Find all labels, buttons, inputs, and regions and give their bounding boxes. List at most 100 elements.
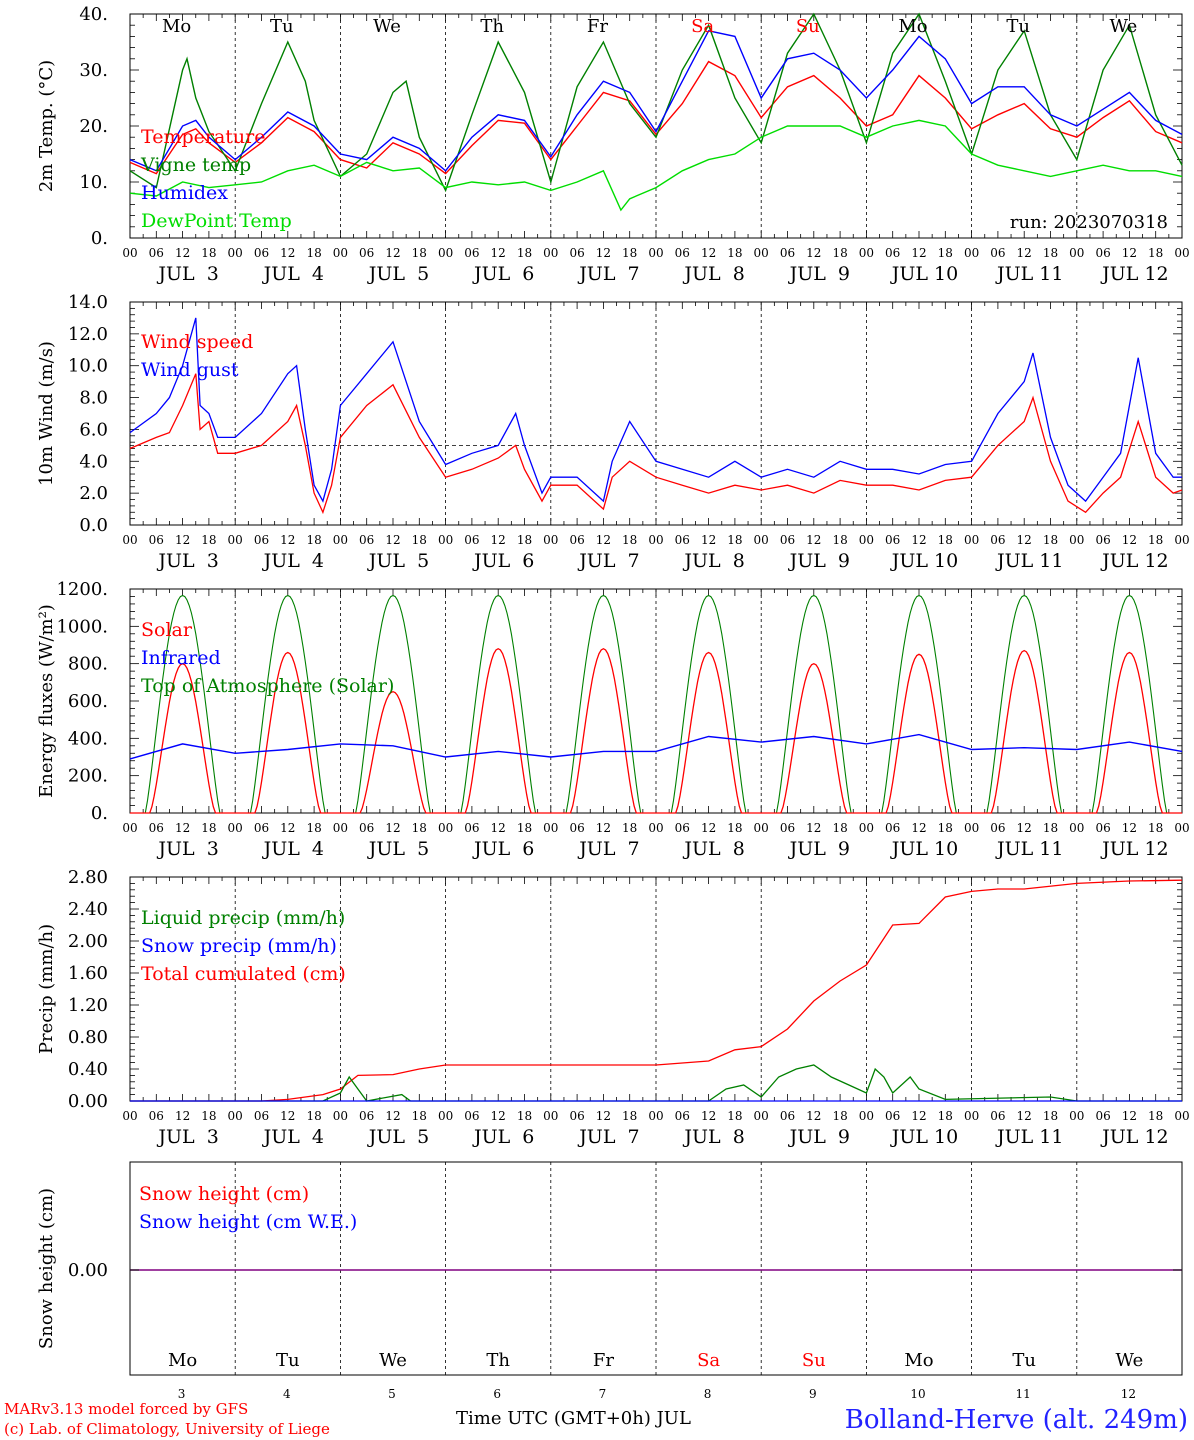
- date-label: JUL 12: [1100, 838, 1168, 860]
- hour-tick-label: 00: [754, 533, 769, 547]
- hour-tick-label: 00: [438, 246, 453, 260]
- hour-tick-label: 06: [359, 1109, 374, 1123]
- hour-tick-label: 12: [1122, 246, 1137, 260]
- hour-tick-label: 12: [1122, 1109, 1137, 1123]
- hour-tick-label: 00: [859, 246, 874, 260]
- date-label: JUL 3: [156, 838, 218, 860]
- hour-tick-label: 18: [1043, 1109, 1058, 1123]
- hour-tick-label: 06: [359, 246, 374, 260]
- hour-tick-label: 18: [938, 246, 953, 260]
- hour-tick-label: 06: [569, 1109, 584, 1123]
- y-axis-label: Precip (mm/h): [36, 924, 57, 1054]
- hour-tick-label: 06: [885, 1109, 900, 1123]
- hour-tick-label: 00: [438, 533, 453, 547]
- y-tick-label: 2.0: [79, 483, 108, 504]
- hour-tick-label: 06: [569, 821, 584, 835]
- y-tick-label: 12.0: [68, 324, 108, 345]
- hour-tick-label: 12: [1122, 821, 1137, 835]
- hour-tick-label: 00: [1174, 1109, 1189, 1123]
- series-line-infrared: [129, 733, 1183, 760]
- hour-tick-label: 12: [596, 246, 611, 260]
- series-line-humidex: [129, 30, 1183, 172]
- hour-tick-label: 00: [122, 1109, 137, 1123]
- hour-tick-label: 18: [1043, 533, 1058, 547]
- hour-tick-label: 00: [648, 821, 663, 835]
- hour-tick-label: 12: [1017, 1109, 1032, 1123]
- hour-tick-label: 00: [754, 1109, 769, 1123]
- day-number-label: 5: [388, 1387, 396, 1401]
- hour-tick-label: 00: [648, 1109, 663, 1123]
- hour-tick-label: 00: [859, 533, 874, 547]
- hour-tick-label: 06: [1095, 821, 1110, 835]
- hour-tick-label: 18: [412, 1109, 427, 1123]
- day-number-label: 8: [704, 1387, 712, 1401]
- date-label: JUL 7: [577, 838, 639, 860]
- y-tick-label: 0.80: [68, 1027, 108, 1048]
- hour-tick-label: 00: [964, 533, 979, 547]
- legend-entry: Infrared: [141, 647, 221, 669]
- hour-tick-label: 18: [306, 246, 321, 260]
- weekday-label: Mo: [168, 1350, 197, 1371]
- legend-entry: Solar: [141, 619, 193, 641]
- hour-tick-label: 06: [569, 246, 584, 260]
- series-line-wind-gust: [129, 317, 1182, 503]
- date-label: JUL 8: [682, 263, 744, 285]
- hour-tick-label: 06: [254, 821, 269, 835]
- date-label: JUL 3: [156, 550, 218, 572]
- y-tick-label: 400.: [68, 728, 108, 749]
- hour-tick-label: 18: [832, 1109, 847, 1123]
- series-line-temperature: [129, 60, 1183, 175]
- y-tick-label: 30.: [79, 60, 108, 81]
- hour-tick-label: 18: [832, 246, 847, 260]
- hour-tick-label: 00: [438, 821, 453, 835]
- weekday-label: Tu: [270, 16, 294, 37]
- hour-tick-label: 12: [911, 821, 926, 835]
- date-label: JUL 8: [682, 1126, 744, 1148]
- hour-tick-label: 18: [832, 533, 847, 547]
- hour-tick-label: 12: [1017, 533, 1032, 547]
- legend-entry: Humidex: [141, 182, 228, 204]
- date-label: JUL 11: [995, 838, 1063, 860]
- hour-tick-label: 12: [385, 821, 400, 835]
- date-label: JUL 11: [995, 550, 1063, 572]
- hour-tick-label: 06: [990, 1109, 1005, 1123]
- hour-tick-label: 18: [622, 533, 637, 547]
- hour-tick-label: 12: [491, 246, 506, 260]
- date-label: JUL 12: [1100, 1126, 1168, 1148]
- legend-entry: Temperature: [141, 126, 265, 148]
- y-tick-label: 0.: [91, 803, 108, 824]
- y-tick-label: 800.: [68, 654, 108, 675]
- hour-tick-label: 18: [727, 821, 742, 835]
- hour-tick-label: 18: [938, 821, 953, 835]
- hour-tick-label: 12: [1122, 533, 1137, 547]
- footer-lab: (c) Lab. of Climatology, University of L…: [4, 1420, 330, 1438]
- hour-tick-label: 00: [543, 821, 558, 835]
- date-label: JUL 4: [262, 263, 324, 285]
- weekday-label: Tu: [1006, 16, 1030, 37]
- hour-tick-label: 06: [780, 1109, 795, 1123]
- hour-tick-label: 12: [911, 1109, 926, 1123]
- hour-tick-label: 00: [122, 533, 137, 547]
- station-title: Bolland-Herve (alt. 249m): [845, 1405, 1188, 1435]
- hour-tick-label: 00: [333, 533, 348, 547]
- date-label: JUL 3: [156, 263, 218, 285]
- date-label: JUL 5: [367, 263, 429, 285]
- hour-tick-label: 06: [464, 533, 479, 547]
- day-number-label: 3: [178, 1387, 186, 1401]
- hour-tick-label: 06: [569, 533, 584, 547]
- hour-tick-label: 00: [754, 821, 769, 835]
- hour-tick-label: 12: [911, 533, 926, 547]
- y-axis-label: Energy fluxes (W/m²): [36, 604, 57, 798]
- date-label: JUL 6: [472, 263, 534, 285]
- hour-tick-label: 18: [938, 533, 953, 547]
- hour-tick-label: 00: [228, 1109, 243, 1123]
- hour-tick-label: 12: [385, 533, 400, 547]
- hour-tick-label: 06: [780, 246, 795, 260]
- hour-tick-label: 06: [254, 246, 269, 260]
- hour-tick-label: 06: [359, 533, 374, 547]
- series-line-liquid-precip-mm-h-: [130, 1064, 1182, 1102]
- hour-tick-label: 18: [412, 821, 427, 835]
- y-tick-label: 200.: [68, 766, 108, 787]
- y-tick-label: 20.: [79, 116, 108, 137]
- hour-tick-label: 18: [727, 533, 742, 547]
